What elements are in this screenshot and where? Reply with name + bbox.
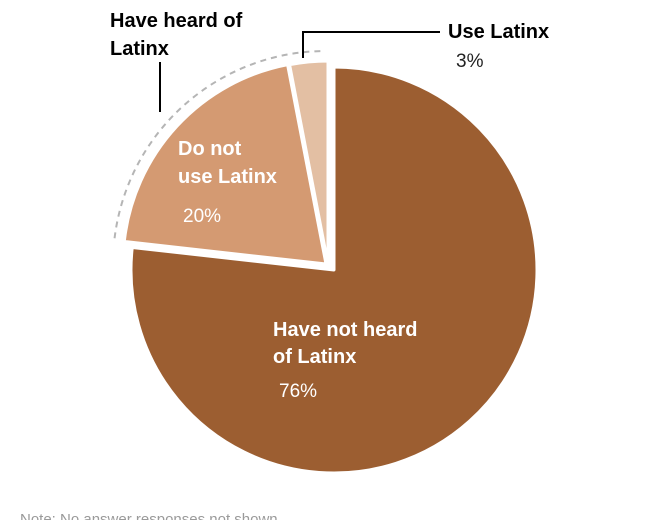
slice-use-latinx [288, 59, 330, 266]
label-do-not-line-1: Do not [178, 138, 242, 160]
chart-note: Note: No answer responses not shown. [20, 511, 282, 520]
leader-line-use-latinx [302, 31, 440, 58]
slice-have-not-heard [129, 65, 539, 475]
label-heard-of-latinx: Have heard of Latinx [110, 10, 248, 60]
heard-of-latinx-dashed-bracket [113, 50, 325, 239]
label-have-not-line-1: Have not heard [273, 319, 417, 341]
label-do-not-use-latinx: Do not use Latinx [178, 138, 277, 188]
label-do-not-line-2: use Latinx [178, 166, 277, 188]
label-use-latinx: Use Latinx [448, 21, 549, 43]
label-heard-line-1: Have heard of [110, 10, 243, 32]
slice-do-not-use-latinx [122, 63, 328, 266]
label-have-not-heard: Have not heard of Latinx [273, 319, 423, 368]
value-do-not-use-latinx: 20% [183, 206, 221, 227]
label-heard-line-2: Latinx [110, 38, 169, 60]
label-have-not-line-2: of Latinx [273, 346, 356, 368]
slice-group [122, 59, 539, 475]
value-have-not-heard: 76% [279, 381, 317, 402]
value-use-latinx: 3% [456, 51, 484, 72]
